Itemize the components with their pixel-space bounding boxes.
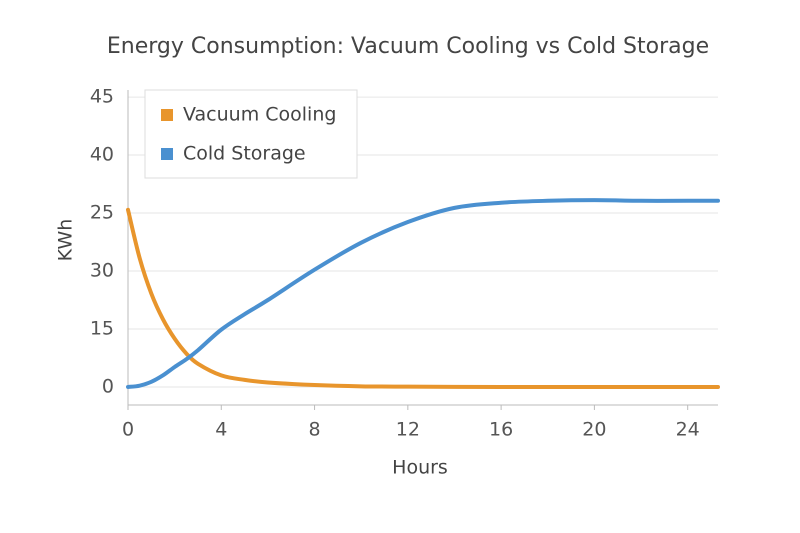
data-line (126, 198, 720, 389)
y-tick-label: 30 (90, 260, 114, 282)
legend-label: Cold Storage (183, 143, 306, 165)
y-tick-label: 0 (102, 375, 114, 397)
legend-swatch (161, 148, 173, 160)
x-tick-label: 8 (309, 419, 321, 441)
y-tick-label: 40 (90, 144, 114, 166)
y-axis-label: KWh (55, 219, 77, 262)
y-tick-label: 15 (90, 317, 114, 339)
x-tick-label: 0 (122, 419, 134, 441)
x-tick-label: 12 (396, 419, 420, 441)
x-tick-label: 24 (676, 419, 700, 441)
legend-swatch (161, 109, 173, 121)
x-tick-label: 20 (582, 419, 606, 441)
x-tick-label: 16 (489, 419, 513, 441)
data-line (126, 207, 720, 389)
y-tick-label: 45 (90, 86, 114, 108)
legend-label: Vacuum Cooling (183, 104, 336, 126)
chart-title: Energy Consumption: Vacuum Cooling vs Co… (107, 34, 709, 59)
x-axis-label: Hours (392, 457, 448, 479)
x-tick-label: 4 (215, 419, 227, 441)
y-tick-label: 25 (90, 202, 114, 224)
legend-box (144, 89, 358, 179)
